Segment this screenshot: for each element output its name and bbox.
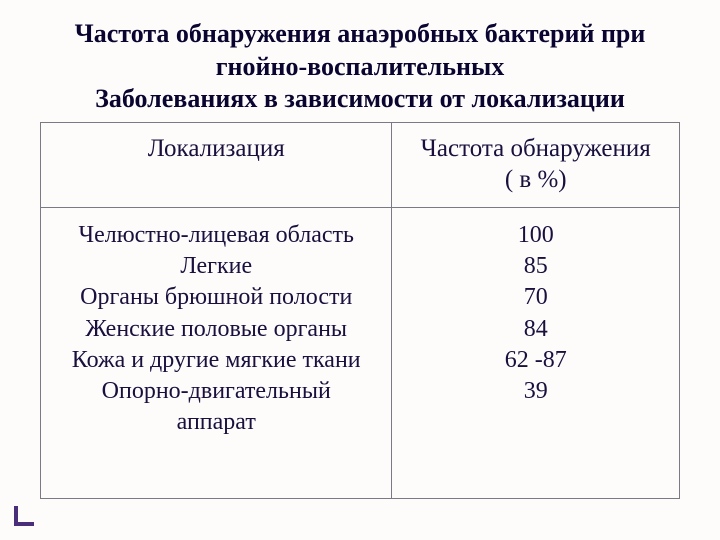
freq-5: 62 -87 [400, 345, 671, 376]
loc-1: Челюстно-лицевая область [49, 220, 383, 251]
cell-frequency: 100 85 70 84 62 -87 39 [392, 208, 680, 499]
loc-2: Легкие [49, 251, 383, 282]
loc-5: Кожа и другие мягкие ткани [49, 345, 383, 376]
freq-3: 70 [400, 282, 671, 313]
table-body-row: Челюстно-лицевая область Легкие Органы б… [41, 208, 680, 499]
loc-3: Органы брюшной полости [49, 282, 383, 313]
title-line-2: гнойно-воспалительных [50, 51, 670, 84]
freq-6: 39 [400, 376, 671, 407]
header-col2-line2: ( в %) [400, 164, 671, 195]
title-line-3: Заболеваниях в зависимости от локализаци… [50, 83, 670, 116]
data-table: Локализация Частота обнаружения ( в %) Ч… [40, 122, 680, 500]
freq-2: 85 [400, 251, 671, 282]
loc-6: Опорно-двигательный [49, 376, 383, 407]
freq-4: 84 [400, 314, 671, 345]
slide-title: Частота обнаружения анаэробных бактерий … [40, 18, 680, 116]
table-header-row: Локализация Частота обнаружения ( в %) [41, 122, 680, 208]
header-col2-line1: Частота обнаружения [400, 133, 671, 164]
title-line-1: Частота обнаружения анаэробных бактерий … [50, 18, 670, 51]
header-col-frequency: Частота обнаружения ( в %) [392, 122, 680, 208]
cell-localization: Челюстно-лицевая область Легкие Органы б… [41, 208, 392, 499]
freq-1: 100 [400, 220, 671, 251]
loc-7: аппарат [49, 407, 383, 438]
loc-4: Женские половые органы [49, 314, 383, 345]
corner-decoration-icon [14, 506, 34, 526]
header-col-localization: Локализация [41, 122, 392, 208]
